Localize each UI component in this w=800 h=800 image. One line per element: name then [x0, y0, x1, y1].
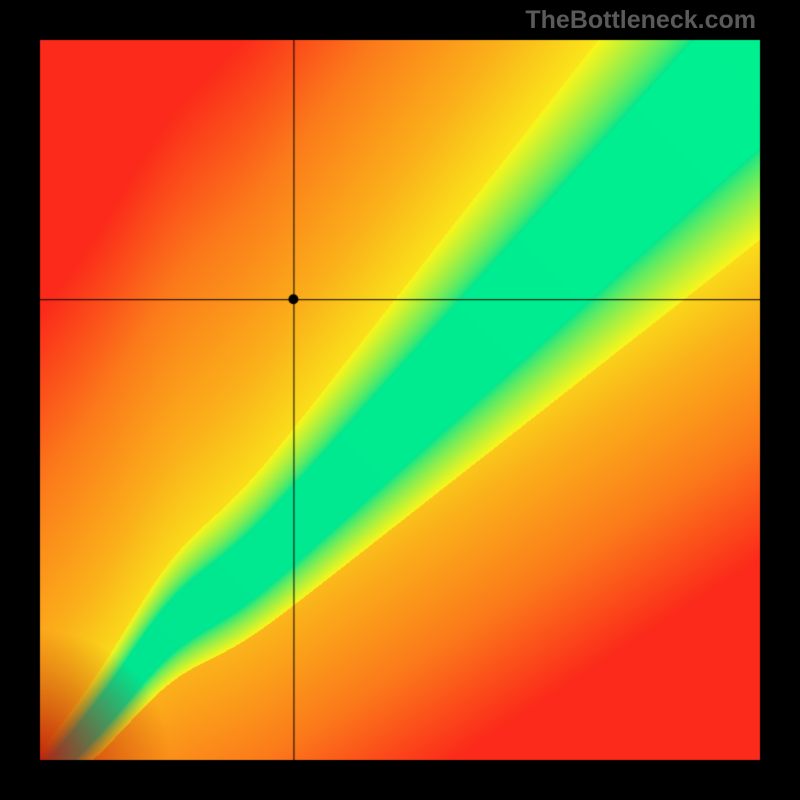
watermark-text: TheBottleneck.com: [525, 6, 756, 35]
heatmap-canvas: [0, 0, 800, 800]
bottleneck-heatmap-chart: TheBottleneck.com: [0, 0, 800, 800]
